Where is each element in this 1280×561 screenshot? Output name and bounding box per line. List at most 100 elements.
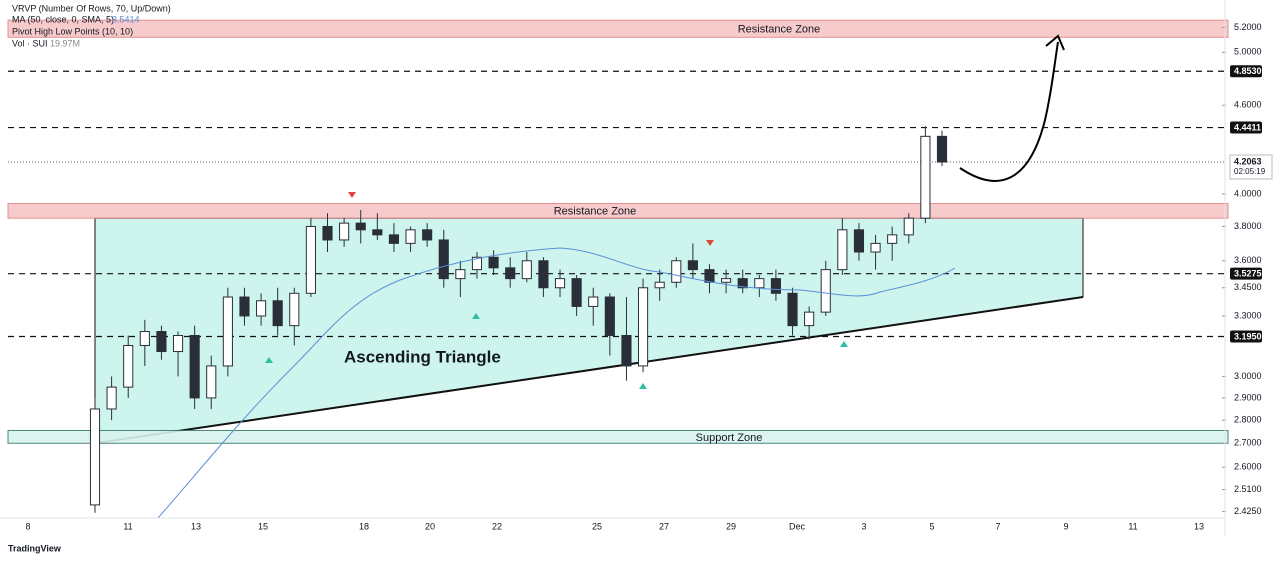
price-lines xyxy=(8,70,1225,338)
price-badge xyxy=(1230,267,1262,280)
candle-body xyxy=(471,256,483,271)
candle-body xyxy=(654,281,665,289)
price-badge-label: 4.8530 xyxy=(1234,66,1262,76)
candle-body xyxy=(554,278,566,289)
x-tick-label: 27 xyxy=(659,521,669,531)
zone-label: Resistance Zone xyxy=(554,206,637,218)
price-badge xyxy=(1230,65,1262,78)
x-tick-label: 8 xyxy=(25,521,30,531)
candle-body xyxy=(637,287,649,367)
price-badge xyxy=(1230,330,1262,343)
y-tick-label: 2.8000 xyxy=(1234,415,1262,425)
y-tick-label: 2.4250 xyxy=(1234,506,1262,516)
candle-body xyxy=(89,408,101,506)
x-tick-label: 13 xyxy=(1194,521,1204,531)
y-tick-label: 2.9000 xyxy=(1234,392,1262,402)
pivot-low xyxy=(840,341,848,347)
candle-body xyxy=(438,239,449,280)
price-badge-label: 4.4411 xyxy=(1234,122,1261,132)
zone-label: Resistance Zone xyxy=(738,24,821,36)
y-tick-label: 4.6000 xyxy=(1234,100,1262,110)
candle-body xyxy=(305,225,316,294)
y-tick-label: 5.0000 xyxy=(1234,47,1262,57)
y-tick-label: 2.7000 xyxy=(1234,438,1262,448)
x-tick-label: 20 xyxy=(425,521,435,531)
candle-body xyxy=(936,135,948,163)
arrow-head xyxy=(1045,34,1065,51)
legend-item: Vol · SUI xyxy=(12,38,48,48)
triangle-support xyxy=(94,296,1084,445)
candle-body xyxy=(721,278,732,283)
y-tick-label: 3.6000 xyxy=(1234,255,1262,265)
candle-body xyxy=(206,365,217,399)
y-tick-label: 2.6000 xyxy=(1234,462,1262,472)
candle-body xyxy=(820,269,831,313)
candle-body xyxy=(671,260,682,283)
candle-body xyxy=(488,256,499,269)
candle-body xyxy=(422,229,433,241)
candle-body xyxy=(172,334,184,353)
legend-item: Pivot High Low Points (10, 10) xyxy=(12,26,133,36)
candle-body xyxy=(372,229,383,236)
candle-body xyxy=(903,217,914,236)
candle-body xyxy=(139,331,150,346)
candle-body xyxy=(156,331,167,353)
x-tick-label: 15 xyxy=(258,521,268,531)
candle-body xyxy=(222,296,233,367)
candle-body xyxy=(853,229,865,253)
candle-body xyxy=(870,242,881,253)
candles xyxy=(89,126,948,513)
x-tick-label: 11 xyxy=(123,521,132,531)
y-tick-label: 3.0000 xyxy=(1234,371,1262,381)
x-tick-label: 18 xyxy=(359,521,369,531)
price-badge-label: 3.5275 xyxy=(1234,269,1262,279)
candle-body xyxy=(687,260,698,271)
legend: VRVP (Number Of Rows, 70, Up/Down) MA (5… xyxy=(12,3,171,48)
x-tick-label: Dec xyxy=(789,521,806,531)
candle-body xyxy=(388,234,400,244)
x-tick-label: 13 xyxy=(191,521,201,531)
candle-body xyxy=(621,334,632,367)
x-tick-label: 9 xyxy=(1063,521,1068,531)
y-tick-label: 3.4500 xyxy=(1234,282,1262,292)
pivot-low xyxy=(472,313,480,319)
pivot-high xyxy=(348,192,356,198)
candle-body xyxy=(571,278,582,307)
time-axis: 8 11 13 15 18 20 22 25 27 29 Dec 3 5 7 9 11 13 xyxy=(0,0,1226,536)
candle-body xyxy=(405,229,416,244)
annotation: Ascending Triangle xyxy=(344,347,501,366)
candle-body xyxy=(123,344,134,388)
pivot-low xyxy=(265,357,273,363)
countdown: 02:05:19 xyxy=(1234,167,1266,176)
y-tick-label: 3.8000 xyxy=(1234,221,1262,231)
zone xyxy=(7,19,1229,38)
price-badge xyxy=(1230,121,1262,134)
legend-value: 19.97M xyxy=(50,38,80,48)
x-tick-label: 25 xyxy=(592,521,602,531)
projection-arrow xyxy=(959,41,1059,182)
legend-item: MA (50, close, 0, SMA, 5) xyxy=(12,14,114,24)
candle-body xyxy=(289,292,300,327)
candle-body xyxy=(770,278,781,294)
candle-body xyxy=(272,300,283,327)
candle-body xyxy=(106,386,117,410)
pivot-low xyxy=(639,383,647,389)
y-tick-label: 3.3000 xyxy=(1234,310,1262,320)
x-tick-label: 7 xyxy=(995,521,1000,531)
candle-body xyxy=(455,269,466,280)
candle-body xyxy=(754,278,765,289)
candle-body xyxy=(355,222,366,231)
candle-body xyxy=(322,225,333,241)
x-tick-label: 5 xyxy=(929,521,934,531)
zone xyxy=(7,429,1229,444)
candle-body xyxy=(505,267,516,280)
price-axis: 5.2000 5.0000 4.6000 4.0000 3.8000 3.6000 3.45… xyxy=(1222,22,1273,516)
candle-body xyxy=(588,296,599,307)
candle-body xyxy=(339,222,350,241)
x-tick-label: 11 xyxy=(1128,521,1137,531)
candle-body xyxy=(604,296,615,336)
last-price-label: 4.2063 xyxy=(1234,156,1262,166)
candle-body xyxy=(920,135,931,219)
y-tick-label: 5.2000 xyxy=(1234,22,1262,32)
